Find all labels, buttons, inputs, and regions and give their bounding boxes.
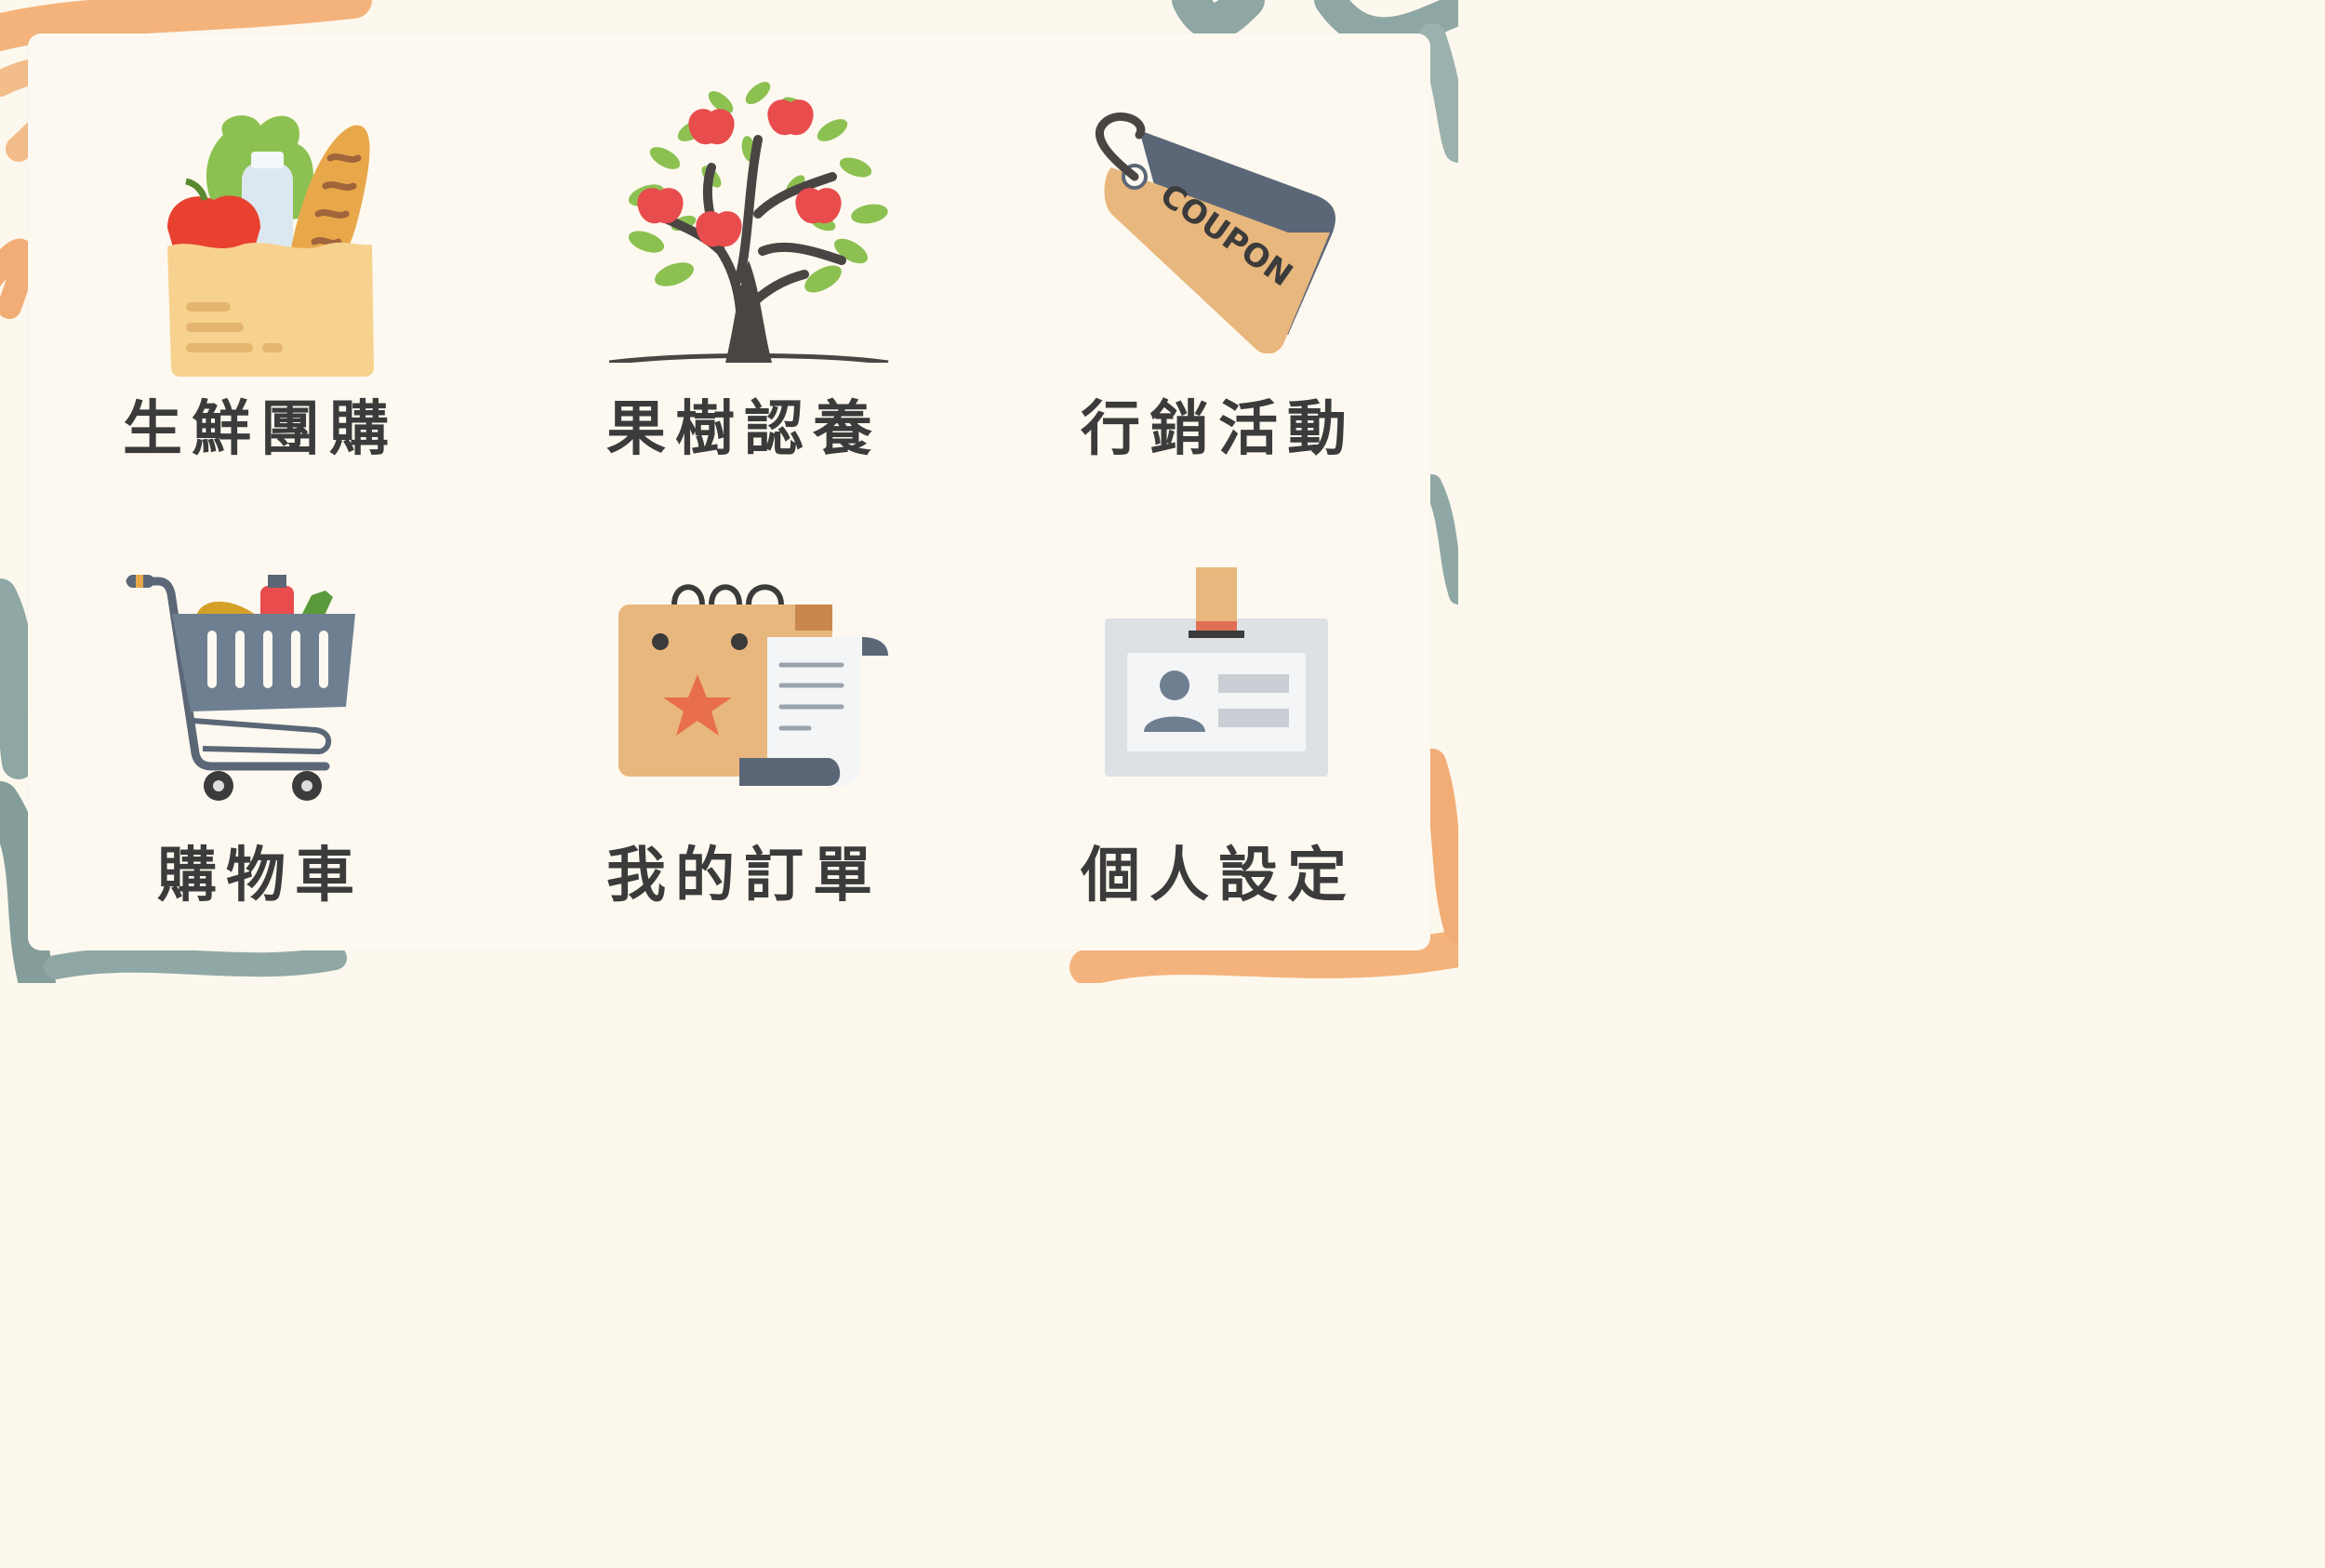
menu-item-label: 果樹認養 — [606, 395, 882, 464]
menu-item-fruit-tree[interactable]: 果樹認養 — [530, 82, 958, 502]
coupon-tag-icon: COUPON — [1096, 113, 1335, 353]
menu-item-group-buy[interactable]: 生鮮團購 — [46, 93, 474, 502]
shopping-cart-icon — [126, 575, 355, 801]
apple-tree-icon — [609, 82, 889, 363]
background-brush-art — [0, 0, 1458, 983]
menu-item-label: 個人設定 — [1081, 842, 1356, 910]
menu-item-orders[interactable]: 我的訂單 — [530, 549, 958, 958]
menu-item-cart[interactable]: 購物車 — [46, 549, 474, 958]
menu-item-label: 購物車 — [157, 842, 364, 910]
menu-item-settings[interactable]: 個人設定 — [1004, 549, 1432, 958]
menu-item-marketing[interactable]: COUPON 行銷活動 — [1004, 93, 1432, 502]
menu-item-label: 生鮮團購 — [123, 395, 398, 464]
menu-item-label: 行銷活動 — [1081, 395, 1356, 464]
id-badge-icon — [1105, 567, 1328, 777]
menu-item-label: 我的訂單 — [606, 842, 882, 910]
shopping-bag-receipt-icon — [618, 584, 888, 786]
grocery-bag-icon — [167, 115, 374, 377]
